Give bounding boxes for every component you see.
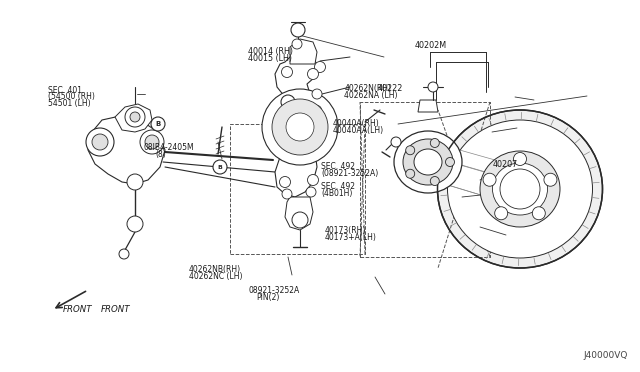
Text: (08921-3252A): (08921-3252A): [321, 169, 378, 178]
Ellipse shape: [403, 139, 453, 185]
Circle shape: [483, 173, 496, 186]
Circle shape: [140, 130, 164, 154]
Text: PIN(2): PIN(2): [256, 294, 280, 302]
Circle shape: [213, 160, 227, 174]
Circle shape: [127, 174, 143, 190]
Text: (4B01H): (4B01H): [321, 189, 353, 198]
Circle shape: [445, 157, 454, 167]
Circle shape: [86, 128, 114, 156]
Text: 40014 (RH): 40014 (RH): [248, 47, 293, 56]
Circle shape: [145, 135, 159, 149]
Text: 40207: 40207: [493, 160, 518, 169]
Circle shape: [500, 169, 540, 209]
Ellipse shape: [438, 110, 602, 268]
Text: FRONT: FRONT: [101, 305, 131, 314]
Circle shape: [513, 153, 527, 166]
Circle shape: [532, 207, 545, 220]
Text: SEC. 492: SEC. 492: [321, 162, 355, 171]
Circle shape: [307, 68, 319, 80]
Polygon shape: [290, 39, 317, 64]
Circle shape: [291, 23, 305, 37]
Circle shape: [430, 138, 439, 147]
Circle shape: [280, 176, 291, 187]
Polygon shape: [275, 52, 317, 197]
Text: 40262NB(RH): 40262NB(RH): [189, 265, 241, 274]
Circle shape: [306, 187, 316, 197]
Text: 40262N(RH): 40262N(RH): [344, 84, 391, 93]
Text: J40000VQ: J40000VQ: [584, 351, 628, 360]
Circle shape: [406, 146, 415, 155]
Circle shape: [151, 117, 165, 131]
Ellipse shape: [480, 151, 560, 227]
Text: 40262NC (LH): 40262NC (LH): [189, 272, 243, 281]
Circle shape: [282, 189, 292, 199]
Text: B: B: [218, 164, 223, 170]
Text: SEC. 401: SEC. 401: [48, 86, 82, 94]
Ellipse shape: [493, 163, 547, 215]
Text: 40040A(RH): 40040A(RH): [333, 119, 380, 128]
Ellipse shape: [414, 149, 442, 175]
Circle shape: [127, 216, 143, 232]
Circle shape: [92, 134, 108, 150]
Circle shape: [406, 169, 415, 178]
Ellipse shape: [447, 120, 593, 258]
Text: 40015 (LH): 40015 (LH): [248, 54, 292, 63]
Circle shape: [281, 95, 295, 109]
Text: 40173+A(LH): 40173+A(LH): [325, 233, 377, 242]
Text: 40173(RH): 40173(RH): [325, 226, 367, 235]
Circle shape: [391, 137, 401, 147]
Ellipse shape: [394, 131, 462, 193]
Circle shape: [130, 112, 140, 122]
Circle shape: [272, 99, 328, 155]
Text: 08IB4-2405M: 08IB4-2405M: [144, 143, 195, 152]
Circle shape: [119, 249, 129, 259]
Text: 40040AA(LH): 40040AA(LH): [333, 126, 384, 135]
Text: SEC. 492: SEC. 492: [321, 182, 355, 191]
Circle shape: [430, 177, 439, 186]
Text: FRONT: FRONT: [63, 305, 92, 314]
Circle shape: [495, 207, 508, 220]
Circle shape: [292, 39, 302, 49]
Text: 40222: 40222: [378, 84, 403, 93]
Circle shape: [125, 107, 145, 127]
Text: 40262NA (LH): 40262NA (LH): [344, 91, 398, 100]
Polygon shape: [115, 104, 152, 132]
Circle shape: [544, 173, 557, 186]
Polygon shape: [418, 100, 438, 112]
Circle shape: [314, 61, 326, 73]
Text: 08921-3252A: 08921-3252A: [248, 286, 300, 295]
Circle shape: [292, 212, 308, 228]
Text: B: B: [156, 121, 161, 127]
Circle shape: [262, 89, 338, 165]
Polygon shape: [285, 197, 313, 230]
Text: (54500 (RH): (54500 (RH): [48, 92, 95, 101]
Polygon shape: [88, 116, 165, 184]
Text: (8): (8): [156, 150, 166, 159]
Circle shape: [312, 106, 321, 115]
Circle shape: [282, 67, 292, 77]
Circle shape: [428, 82, 438, 92]
Text: 40202M: 40202M: [415, 41, 447, 50]
Circle shape: [312, 89, 322, 99]
Circle shape: [286, 113, 314, 141]
Text: 54501 (LH): 54501 (LH): [48, 99, 91, 108]
Circle shape: [307, 174, 319, 186]
